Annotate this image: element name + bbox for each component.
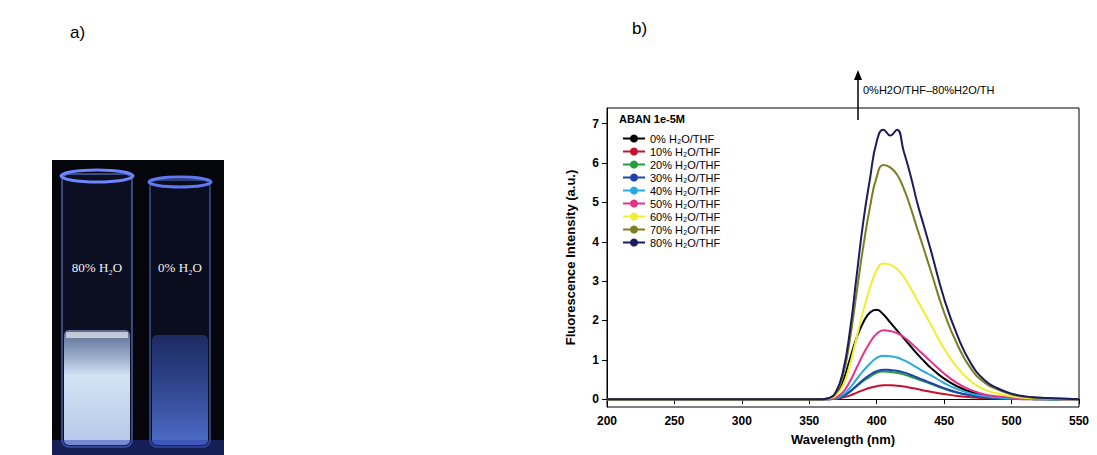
svg-text:40% H₂O/THF: 40% H₂O/THF: [650, 185, 721, 197]
svg-text:450: 450: [934, 414, 954, 428]
svg-text:10% H₂O/THF: 10% H₂O/THF: [650, 146, 721, 158]
svg-text:4: 4: [592, 235, 599, 249]
svg-text:ABAN 1e-5M: ABAN 1e-5M: [619, 113, 685, 125]
svg-text:250: 250: [664, 414, 684, 428]
svg-text:5: 5: [592, 195, 599, 209]
svg-text:Wavelength (nm): Wavelength (nm): [791, 432, 895, 447]
svg-text:400: 400: [867, 414, 887, 428]
svg-text:70% H₂O/THF: 70% H₂O/THF: [650, 224, 721, 236]
svg-text:0% H₂O/THF: 0% H₂O/THF: [650, 133, 714, 145]
svg-text:7: 7: [592, 117, 599, 131]
svg-text:20% H₂O/THF: 20% H₂O/THF: [650, 159, 721, 171]
svg-text:50% H₂O/THF: 50% H₂O/THF: [650, 198, 721, 210]
svg-text:b): b): [632, 19, 647, 38]
svg-text:200: 200: [597, 414, 617, 428]
svg-text:60% H₂O/THF: 60% H₂O/THF: [650, 211, 721, 223]
svg-text:0% H₂O: 0% H₂O: [158, 260, 202, 275]
svg-text:0%H2O/THF–80%H2O/TH: 0%H2O/THF–80%H2O/TH: [863, 84, 994, 96]
svg-text:300: 300: [732, 414, 752, 428]
svg-text:550: 550: [1069, 414, 1089, 428]
svg-text:2: 2: [592, 313, 599, 327]
svg-text:Fluorescence Intensity (a.u.): Fluorescence Intensity (a.u.): [563, 170, 578, 346]
svg-text:30% H₂O/THF: 30% H₂O/THF: [650, 172, 721, 184]
svg-text:350: 350: [799, 414, 819, 428]
svg-text:80% H₂O: 80% H₂O: [72, 260, 122, 275]
svg-text:a): a): [70, 23, 85, 42]
svg-text:80% H₂O/THF: 80% H₂O/THF: [650, 237, 721, 249]
svg-text:500: 500: [1002, 414, 1022, 428]
svg-text:1: 1: [592, 353, 599, 367]
svg-text:0: 0: [592, 392, 599, 406]
svg-text:3: 3: [592, 274, 599, 288]
svg-text:6: 6: [592, 156, 599, 170]
